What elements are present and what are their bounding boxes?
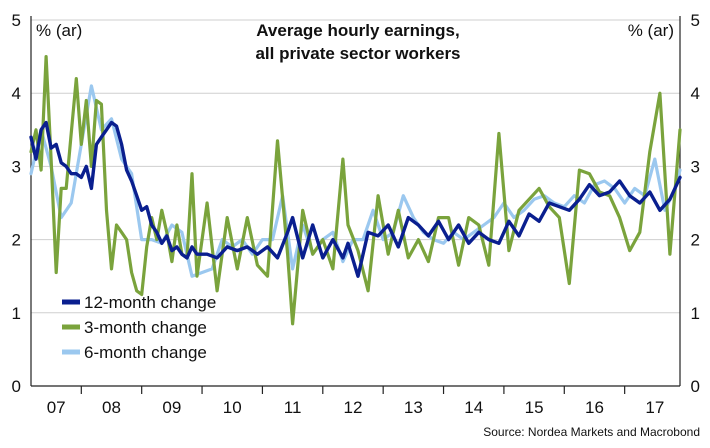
y-tick-label-right: 5 <box>691 11 700 30</box>
series-lines <box>29 54 682 326</box>
y-tick-label-right: 2 <box>691 231 700 250</box>
y-tick-label-left: 1 <box>12 304 21 323</box>
right-axis-unit: % (ar) <box>628 21 674 40</box>
x-tick-label: 13 <box>404 398 423 417</box>
tick-labels: 0 01 12 23 34 45 507 08 09 10 11 12 13 14 15 16 17 <box>12 11 700 417</box>
x-tick-label: 15 <box>525 398 544 417</box>
y-tick-label-left: 0 <box>12 377 21 396</box>
series-line-3-month-change <box>29 54 682 326</box>
series-line-12-month-change <box>29 120 682 278</box>
y-tick-label-right: 0 <box>691 377 700 396</box>
y-tick-label-left: 5 <box>12 11 21 30</box>
left-axis-unit: % (ar) <box>36 21 82 40</box>
y-tick-label-right: 3 <box>691 157 700 176</box>
legend-label-12-month: 12-month change <box>84 293 216 312</box>
legend-label-3-month: 3-month change <box>84 318 207 337</box>
x-tick-label: 14 <box>464 398 483 417</box>
x-tick-label: 16 <box>585 398 604 417</box>
y-tick-label-left: 4 <box>12 84 21 103</box>
source-note: Source: Nordea Markets and Macrobond <box>483 425 700 439</box>
x-tick-label: 08 <box>102 398 121 417</box>
x-tick-label: 09 <box>162 398 181 417</box>
x-tick-label: 17 <box>645 398 664 417</box>
chart-title-line-2: all private sector workers <box>255 44 460 63</box>
y-tick-label-right: 1 <box>691 304 700 323</box>
x-tick-label: 10 <box>223 398 242 417</box>
y-tick-label-right: 4 <box>691 84 700 103</box>
x-tick-label: 11 <box>284 398 302 417</box>
x-tick-label: 07 <box>47 398 66 417</box>
y-tick-label-left: 2 <box>12 231 21 250</box>
axes <box>30 16 681 394</box>
legend: 12-month change 3-month change 6-month c… <box>62 293 216 362</box>
x-tick-label: 12 <box>344 398 363 417</box>
y-tick-label-left: 3 <box>12 157 21 176</box>
chart-title-line-1: Average hourly earnings, <box>256 21 459 40</box>
legend-label-6-month: 6-month change <box>84 343 207 362</box>
